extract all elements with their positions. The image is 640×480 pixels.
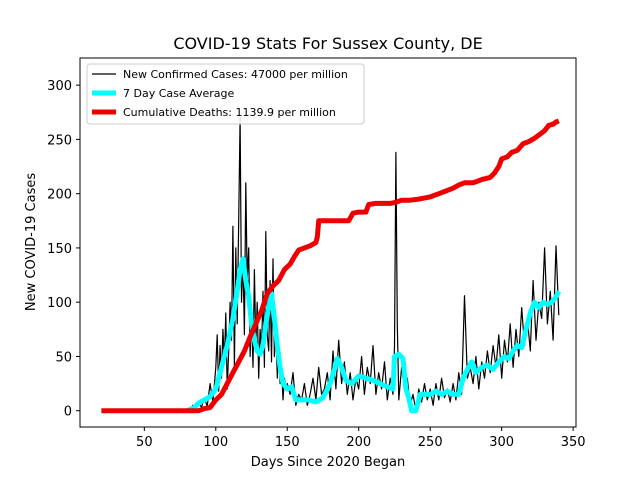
y-tick-label: 50 [55, 350, 72, 365]
x-tick-label: 200 [346, 435, 371, 450]
y-tick-label: 300 [47, 79, 72, 94]
x-tick-label: 100 [203, 435, 228, 450]
chart-title: COVID-19 Stats For Sussex County, DE [173, 34, 482, 53]
y-tick-label: 200 [47, 188, 72, 203]
x-tick-label: 50 [136, 435, 153, 450]
x-axis: 50 100 150 200 250 300 350 [136, 427, 586, 450]
x-tick-label: 250 [418, 435, 443, 450]
cumulative-deaths-line [101, 118, 560, 414]
x-tick-label: 150 [275, 435, 300, 450]
legend-entry: Cumulative Deaths: 1139.9 per million [123, 106, 336, 119]
x-tick-label: 350 [561, 435, 586, 450]
legend: New Confirmed Cases: 47000 per million 7 … [86, 63, 365, 125]
x-tick-label: 300 [489, 435, 514, 450]
y-tick-label: 150 [47, 242, 72, 257]
legend-entry: 7 Day Case Average [123, 87, 235, 100]
y-tick-label: 0 [64, 405, 72, 420]
legend-entry: New Confirmed Cases: 47000 per million [123, 68, 348, 81]
x-axis-label: Days Since 2020 Began [251, 455, 406, 470]
series-layer [101, 117, 562, 414]
y-axis-label: New COVID-19 Cases [24, 173, 39, 311]
seven-day-average-line [186, 256, 562, 414]
legend-box [86, 63, 365, 125]
y-tick-label: 100 [47, 296, 72, 311]
y-axis: 0 50 100 150 200 250 300 [47, 79, 80, 420]
plot-frame [79, 57, 577, 428]
y-tick-label: 250 [47, 133, 72, 148]
